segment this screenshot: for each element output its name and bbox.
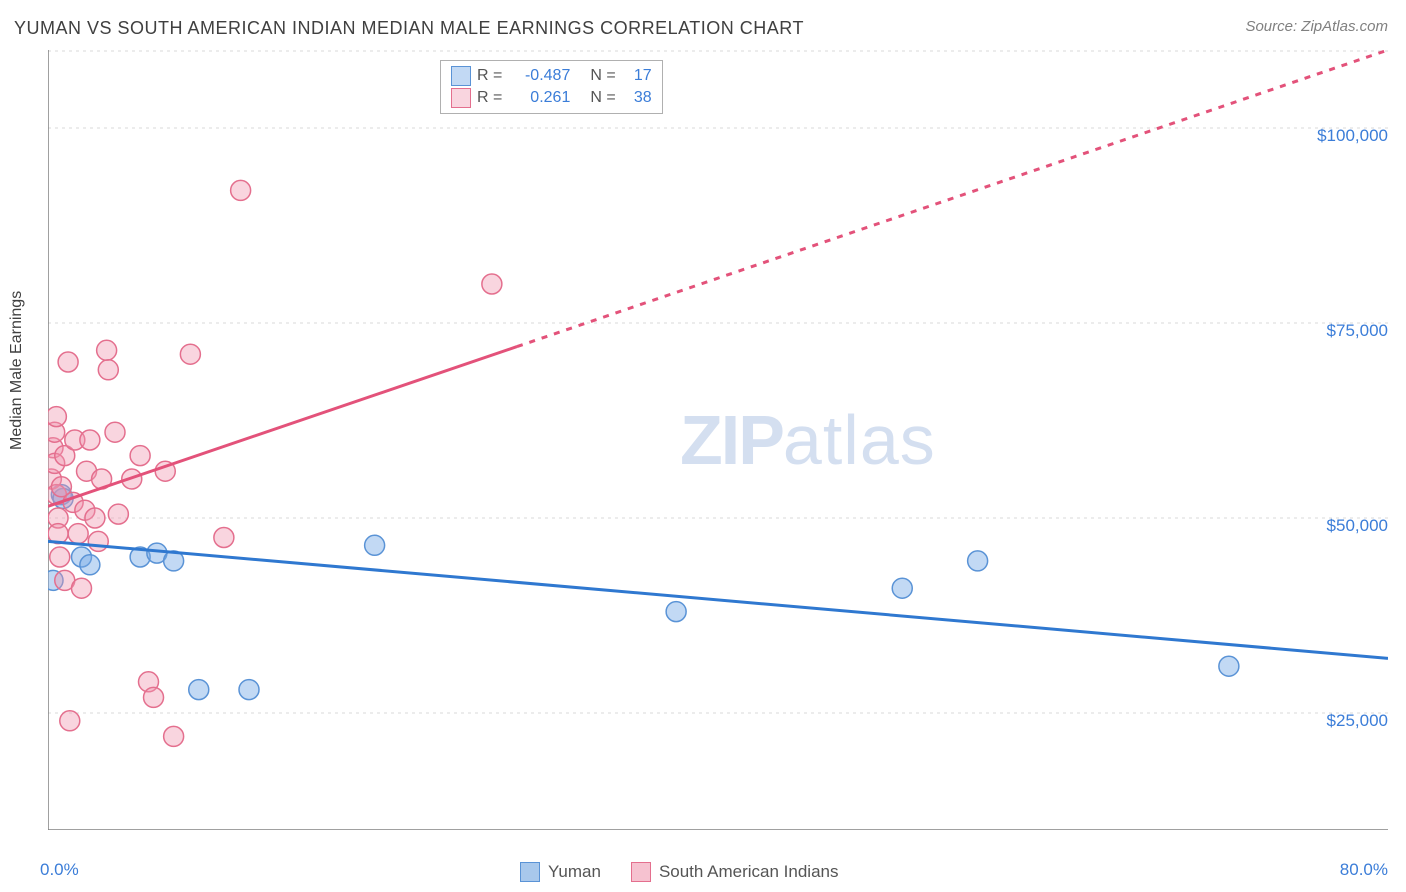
legend-swatch [520,862,540,882]
legend-series-label: South American Indians [659,862,839,882]
legend-r-label: R = [477,89,502,107]
x-min-label: 0.0% [40,860,79,880]
legend-r-value: -0.487 [508,67,570,85]
legend-swatch [631,862,651,882]
legend-row: R = -0.487 N = 17 [451,65,652,87]
y-tick-label: $50,000 [1327,516,1388,536]
y-tick-label: $75,000 [1327,321,1388,341]
legend-n-label: N = [590,89,615,107]
legend-swatch [451,88,471,108]
legend-n-label: N = [590,67,615,85]
legend-r-value: 0.261 [508,89,570,107]
series-legend: Yuman South American Indians [520,862,861,882]
correlation-chart [48,50,1388,830]
legend-swatch [451,66,471,86]
y-tick-label: $25,000 [1327,711,1388,731]
y-tick-label: $100,000 [1317,126,1388,146]
legend-r-label: R = [477,67,502,85]
chart-title: YUMAN VS SOUTH AMERICAN INDIAN MEDIAN MA… [14,18,804,39]
legend-n-value: 17 [622,67,652,85]
source-label: Source: ZipAtlas.com [1245,18,1388,35]
x-max-label: 80.0% [1340,860,1388,880]
y-axis-label: Median Male Earnings [8,291,26,450]
legend-n-value: 38 [622,89,652,107]
legend-series-label: Yuman [548,862,601,882]
correlation-legend: R = -0.487 N = 17 R = 0.261 N = 38 [440,60,663,114]
legend-row: R = 0.261 N = 38 [451,87,652,109]
